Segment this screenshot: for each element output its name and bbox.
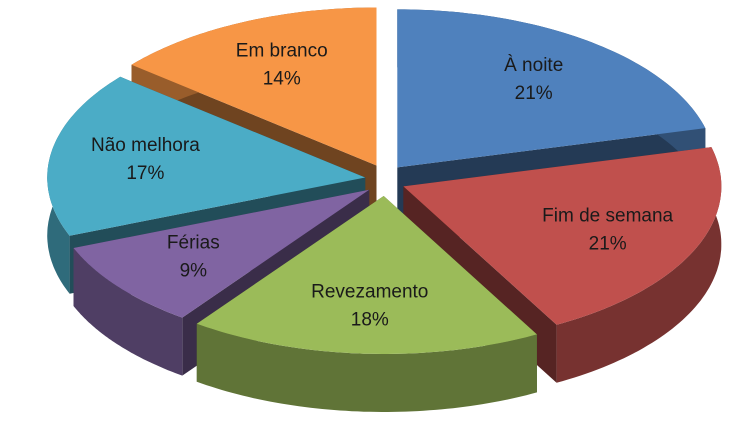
slice-label: Férias bbox=[167, 233, 220, 254]
slice-label: Fim de semana bbox=[542, 205, 673, 226]
slice-side bbox=[196, 323, 537, 412]
slice bbox=[403, 147, 722, 325]
slice-value: 17% bbox=[126, 163, 164, 184]
slice-value: 9% bbox=[180, 261, 208, 282]
slice bbox=[196, 196, 537, 354]
slice-value: 21% bbox=[589, 233, 627, 254]
slice bbox=[397, 9, 706, 168]
slice-value: 14% bbox=[263, 68, 301, 89]
slice-side bbox=[73, 248, 183, 376]
slice-label: Revezamento bbox=[311, 281, 428, 302]
slice-label: Em branco bbox=[236, 40, 328, 61]
slice bbox=[73, 189, 370, 318]
slice-side bbox=[556, 147, 722, 383]
slice-value: 21% bbox=[515, 83, 553, 104]
slice-value: 18% bbox=[351, 309, 389, 330]
slice bbox=[131, 7, 377, 166]
slice bbox=[47, 76, 366, 236]
slice-label: Não melhora bbox=[91, 135, 200, 156]
slice-label: À noite bbox=[504, 55, 563, 76]
